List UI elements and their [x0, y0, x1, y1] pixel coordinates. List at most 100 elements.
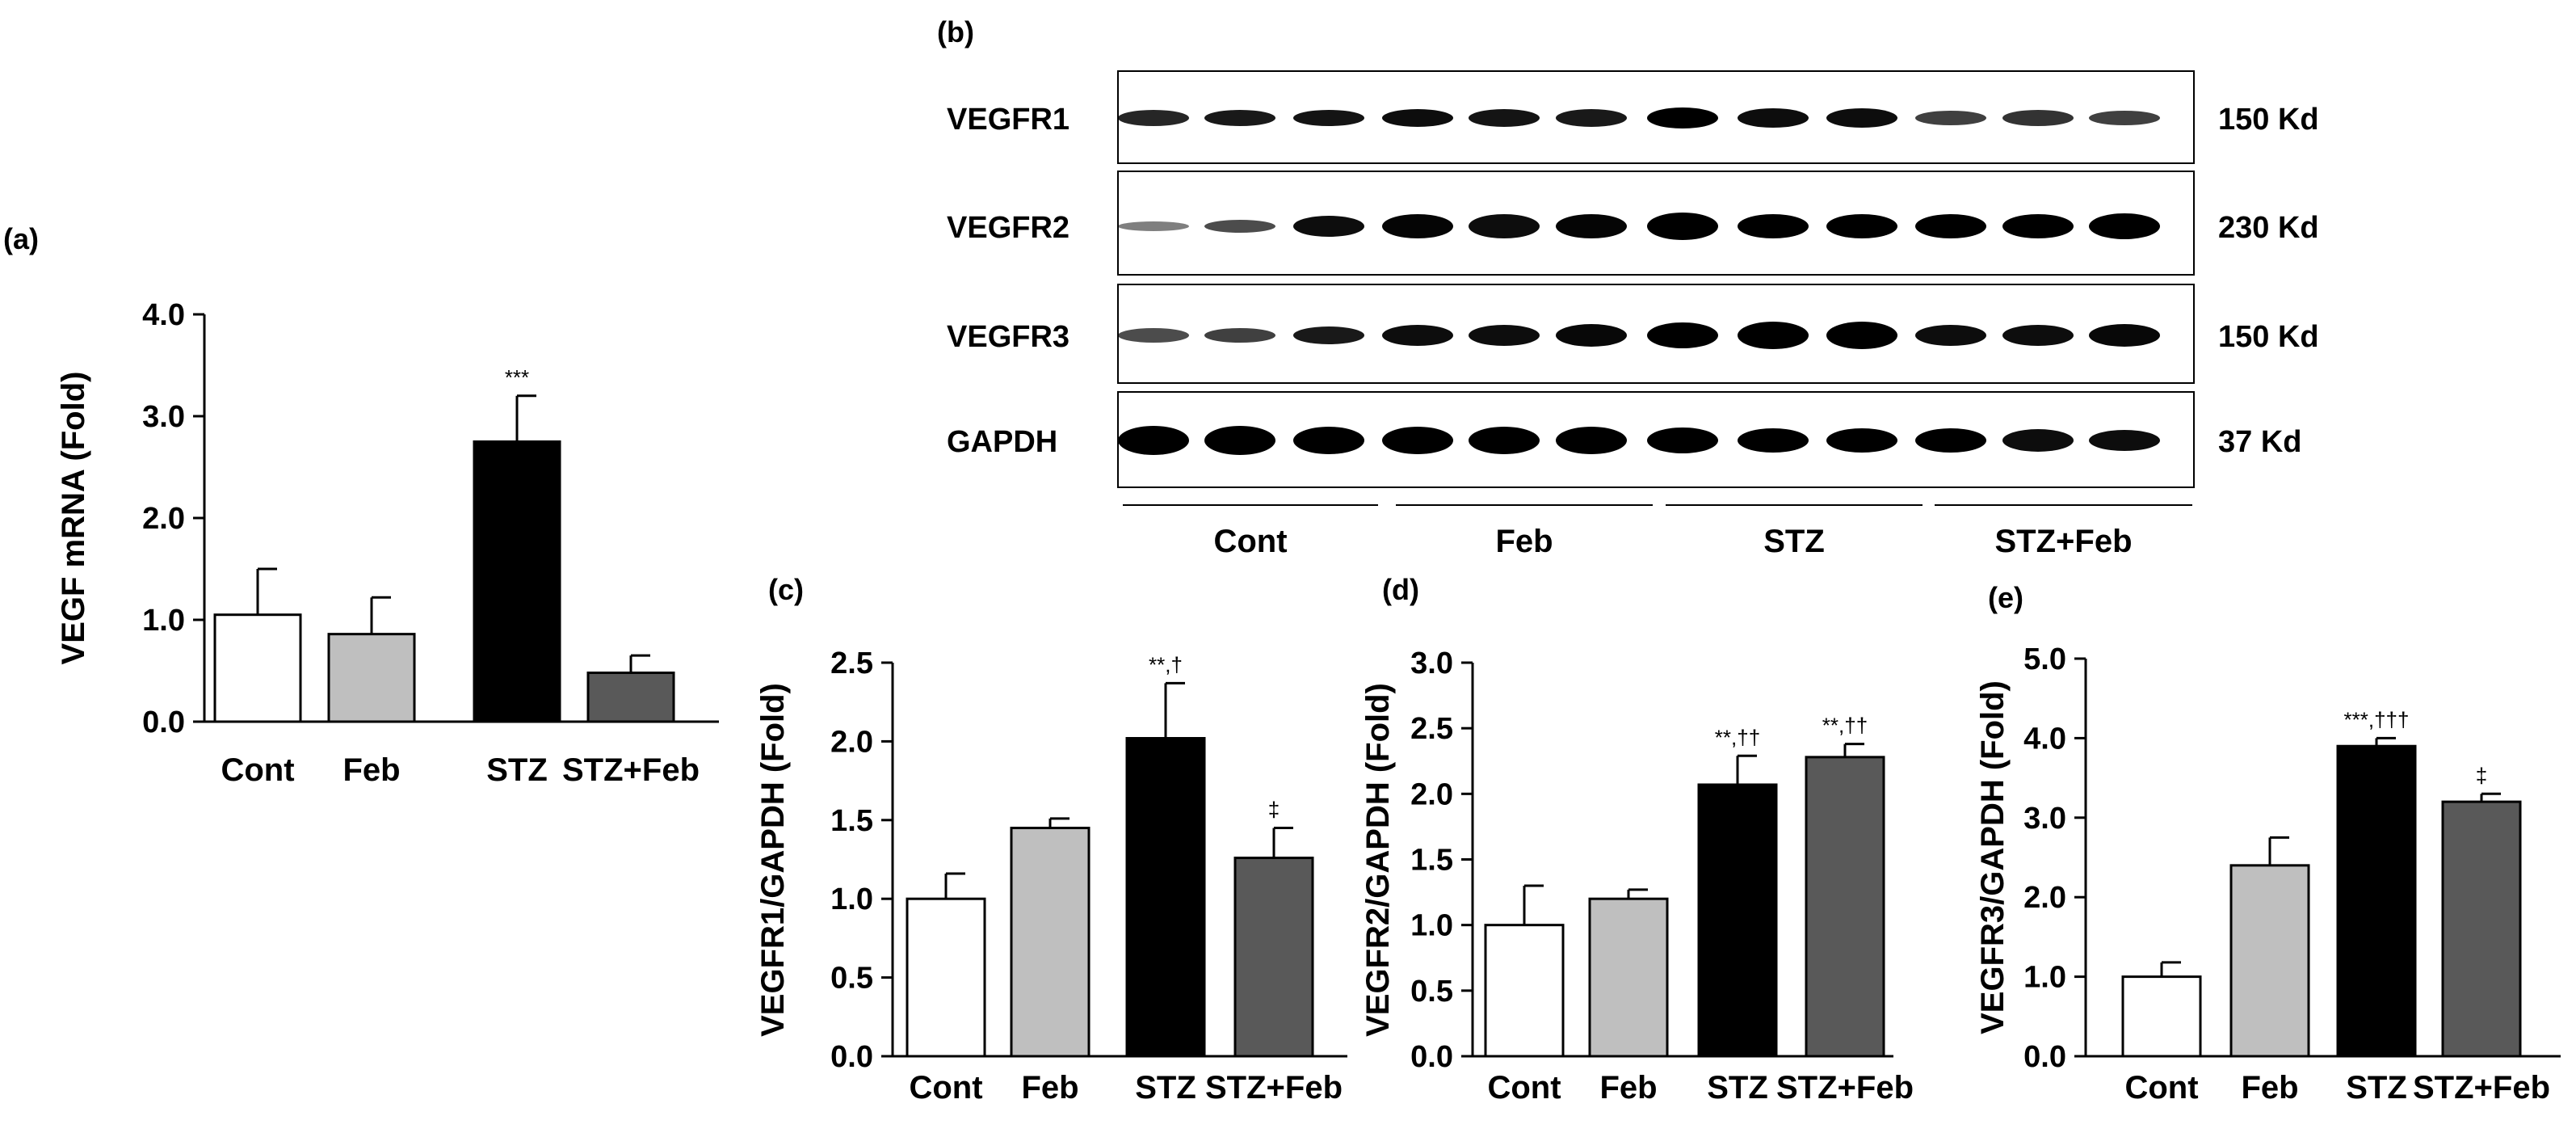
- category-label: Feb: [1599, 1070, 1657, 1106]
- blot-band: [1204, 328, 1275, 343]
- chart-c: (c) VEGFR1/GAPDH (Fold) 0.0 0.5 1.0 1.5 2.0 2.5…: [755, 573, 1347, 1106]
- y-tick-label: 0.0: [142, 705, 185, 739]
- blot-band: [1118, 221, 1189, 231]
- blot-band: [1556, 427, 1627, 454]
- y-tick-label: 4.0: [142, 298, 185, 332]
- blot-kd-label: 37 Kd: [2218, 425, 2301, 459]
- y-tick-label: 2.0: [142, 502, 185, 536]
- blot-band: [2002, 214, 2074, 238]
- blot-kd-label: 230 Kd: [2218, 211, 2319, 245]
- category-label: Feb: [342, 752, 400, 788]
- category-label: Feb: [2241, 1070, 2298, 1106]
- blot-row-vegfr2: VEGFR2 230 Kd: [947, 171, 2319, 276]
- blot-band: [1556, 214, 1627, 238]
- blot-band: [1556, 324, 1627, 347]
- y-tick-label: 3.0: [2023, 802, 2066, 836]
- significance-label: **,††: [1822, 714, 1868, 738]
- chart-a: (a) VEGF mRNA (Fold) 0.0 1.0 2.0 3.0 4.0 Cont Fe…: [3, 222, 719, 788]
- panel-d-letter: (d): [1382, 573, 1419, 606]
- bar-stz: [473, 440, 561, 723]
- y-tick-label: 1.0: [830, 882, 873, 916]
- blot-band: [1118, 426, 1189, 455]
- blot-band: [1738, 108, 1809, 128]
- bar-cont: [1484, 924, 1565, 1058]
- panel-a-letter: (a): [3, 222, 39, 255]
- bar-feb: [1588, 897, 1669, 1058]
- blot-kd-label: 150 Kd: [2218, 320, 2319, 354]
- y-tick-label: 1.5: [830, 804, 873, 838]
- significance-label: ***,†††: [2344, 707, 2410, 731]
- blot-band: [1204, 426, 1275, 455]
- blot-band: [1826, 322, 1897, 349]
- panel-e-letter: (e): [1988, 581, 2023, 614]
- y-tick-label: 2.0: [1410, 777, 1453, 811]
- bar-feb: [1010, 827, 1090, 1058]
- y-tick-label: 0.0: [2023, 1040, 2066, 1074]
- y-tick-label: 3.0: [142, 400, 185, 434]
- panel-c-letter: (c): [768, 573, 804, 606]
- y-tick-label: 1.0: [2023, 961, 2066, 995]
- blot-band: [2089, 324, 2160, 347]
- blot-row-gapdh: GAPDH 37 Kd: [947, 391, 2301, 488]
- bar-feb: [327, 633, 416, 723]
- blot-band: [1647, 322, 1718, 348]
- blot-band: [1826, 428, 1897, 453]
- category-label: STZ+Feb: [562, 752, 700, 788]
- blot-row-label: GAPDH: [947, 425, 1057, 459]
- category-label: STZ: [1135, 1070, 1196, 1106]
- blot-group-label-stz-feb: STZ+Feb: [1994, 524, 2132, 559]
- blot-band: [1293, 326, 1364, 344]
- bar-stz: [2336, 744, 2417, 1058]
- y-tick-label: 0.5: [1410, 975, 1453, 1009]
- category-label: STZ+Feb: [1205, 1070, 1343, 1106]
- significance-label: ‡: [1268, 798, 1280, 822]
- significance-label: **,†: [1149, 652, 1183, 676]
- category-label: STZ: [1707, 1070, 1768, 1106]
- bar-stz-feb: [1233, 857, 1314, 1058]
- y-axis-label: VEGF mRNA (Fold): [56, 372, 91, 665]
- blot-band: [1556, 109, 1627, 127]
- blot-band: [1204, 110, 1275, 126]
- blot-band: [1738, 428, 1809, 453]
- y-tick-label: 2.5: [830, 647, 873, 680]
- significance-label: ***: [505, 365, 529, 390]
- y-tick-label: 1.0: [1410, 909, 1453, 943]
- blot-band: [1915, 325, 1986, 346]
- bar-stz-feb: [1805, 756, 1885, 1058]
- blot-band: [1469, 427, 1540, 454]
- bar-stz: [1125, 737, 1206, 1058]
- blot-band: [2002, 429, 2074, 452]
- blot-band: [1826, 108, 1897, 128]
- blot-band: [2002, 110, 2074, 126]
- blot-row-label: VEGFR3: [947, 320, 1069, 354]
- western-blot-panel: (b) VEGFR1 150 Kd VEGFR2 230 Kd VEGFR3 150 Kd…: [937, 15, 2319, 559]
- significance-label: ‡: [2476, 763, 2487, 787]
- y-tick-label: 0.0: [830, 1040, 873, 1074]
- y-tick-label: 0.5: [830, 962, 873, 996]
- blot-band: [2002, 325, 2074, 346]
- blot-group-label-feb: Feb: [1495, 524, 1553, 559]
- category-label: STZ: [2346, 1070, 2407, 1106]
- y-tick-label: 4.0: [2023, 722, 2066, 756]
- y-tick-label: 1.5: [1410, 844, 1453, 878]
- bar-stz-feb: [586, 672, 675, 723]
- category-label: Cont: [1487, 1070, 1561, 1106]
- bar-stz: [1697, 783, 1778, 1058]
- blot-band: [2089, 430, 2160, 451]
- bar-cont: [2121, 975, 2202, 1058]
- chart-d: (d) VEGFR2/GAPDH (Fold) 0.0 0.5 1.0 1.5 2.0 2.5…: [1360, 573, 1914, 1106]
- blot-band: [2089, 111, 2160, 125]
- y-axis-label: VEGFR1/GAPDH (Fold): [755, 683, 791, 1037]
- category-label: STZ+Feb: [1776, 1070, 1914, 1106]
- y-tick-label: 2.0: [2023, 881, 2066, 915]
- category-label: Cont: [2124, 1070, 2198, 1106]
- blot-band: [1915, 214, 1986, 238]
- blot-band: [1469, 214, 1540, 238]
- blot-row-label: VEGFR1: [947, 103, 1069, 137]
- category-label: Feb: [1021, 1070, 1078, 1106]
- blot-row-vegfr3: VEGFR3 150 Kd: [947, 284, 2319, 384]
- blot-band: [1469, 325, 1540, 346]
- blot-group-label-cont: Cont: [1213, 524, 1287, 559]
- category-label: STZ+Feb: [2413, 1070, 2550, 1106]
- blot-band: [1647, 428, 1718, 453]
